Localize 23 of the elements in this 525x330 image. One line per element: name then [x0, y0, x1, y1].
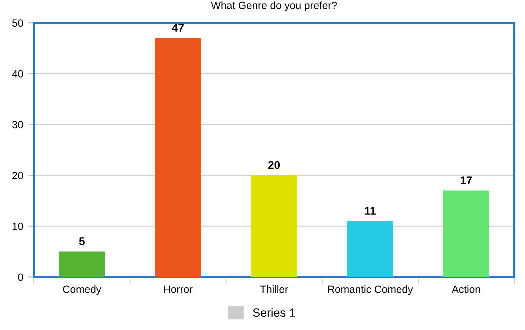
y-tick-label: 20 — [12, 172, 24, 180]
x-tick-label: Horror — [164, 286, 193, 294]
y-tick-label: 30 — [12, 121, 24, 129]
bar — [443, 190, 490, 278]
x-tick-label: Thiller — [260, 286, 288, 294]
x-tick-label: Comedy — [63, 286, 102, 296]
y-tick-label: 10 — [12, 222, 24, 230]
text: Series 1 — [253, 308, 296, 318]
bar — [155, 38, 202, 278]
data-label: 11 — [365, 207, 376, 215]
data-label: 5 — [79, 238, 85, 246]
y-tick-label: 0 — [18, 274, 24, 282]
x-tick-label: Romantic Comedy — [328, 286, 414, 296]
data-label: 47 — [172, 24, 184, 32]
x-tick-label: Action — [452, 286, 480, 294]
bar — [251, 176, 298, 278]
y-tick-label: 40 — [12, 70, 24, 78]
data-label: 20 — [268, 161, 280, 170]
data-label: 17 — [460, 176, 472, 184]
bar — [347, 221, 394, 278]
bar — [59, 252, 106, 278]
chart-title: What Genre do you prefer? — [211, 2, 338, 12]
y-tick-label: 50 — [12, 20, 24, 27]
